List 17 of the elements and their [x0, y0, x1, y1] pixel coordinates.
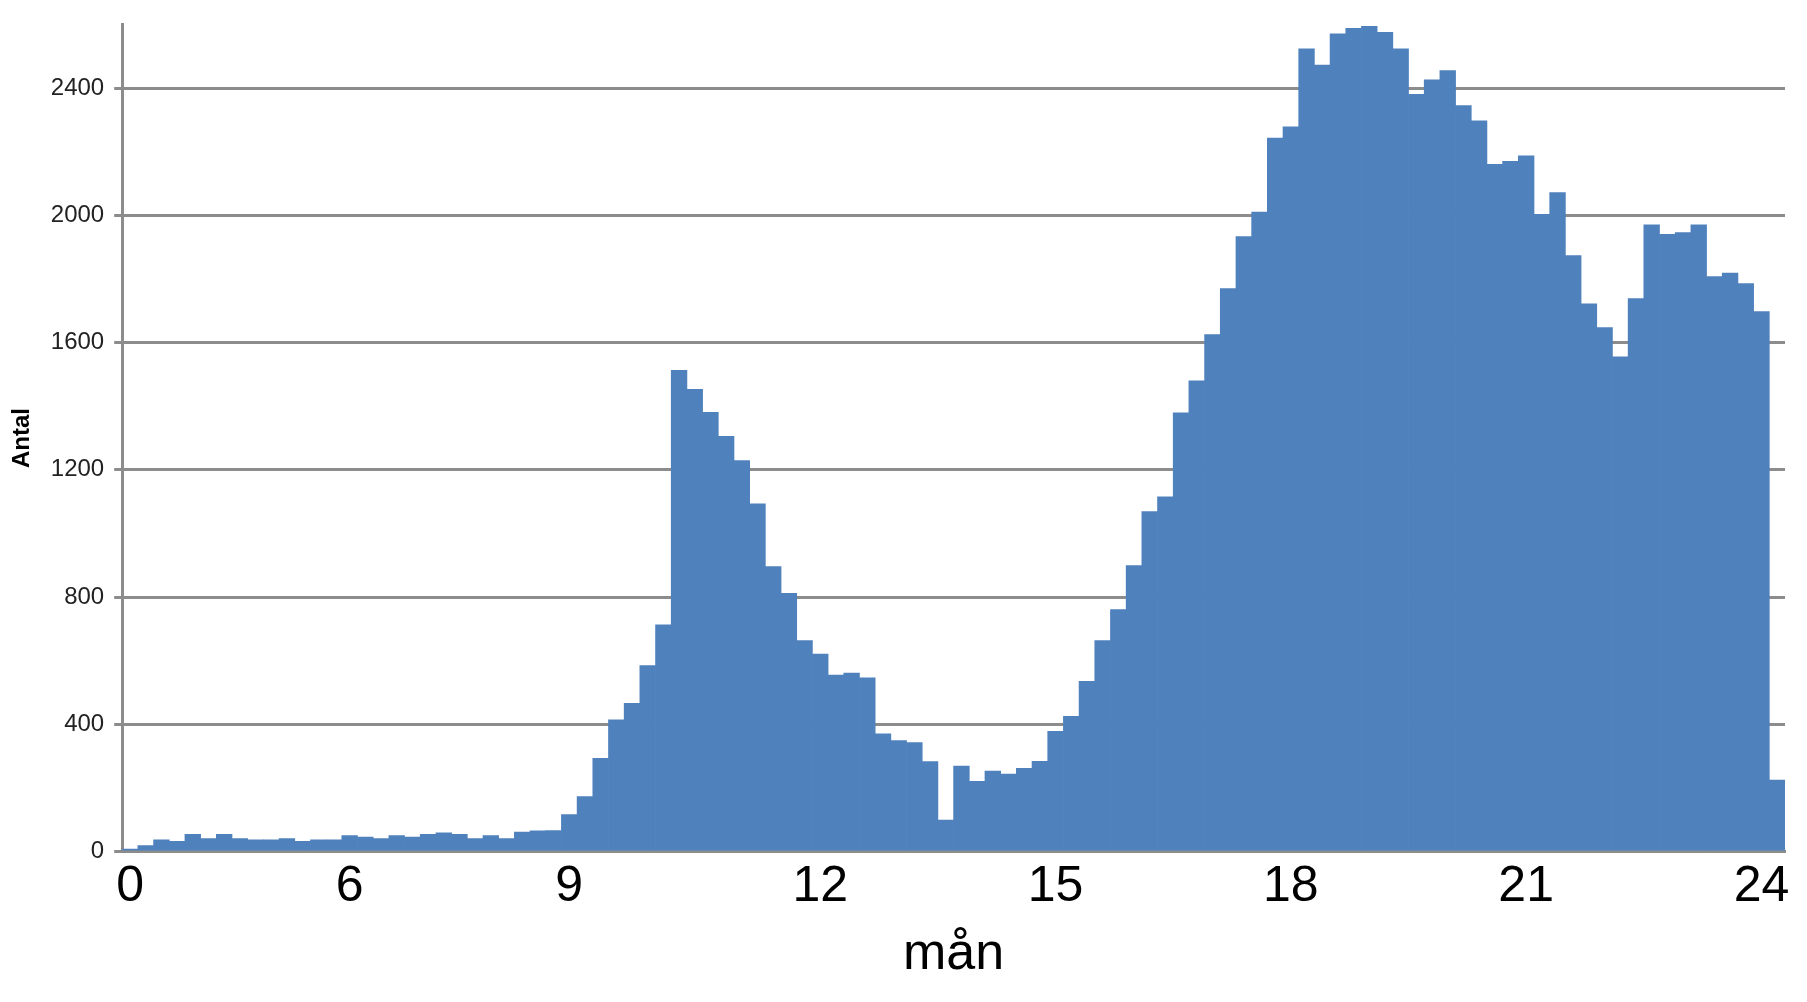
x-tick-label: 18: [1263, 856, 1319, 913]
y-axis-title: Antal: [7, 408, 35, 468]
y-tick-label: 2000: [50, 199, 105, 227]
x-tick-label: 21: [1498, 856, 1554, 913]
x-tick-label: 12: [792, 856, 849, 913]
x-tick-label: 6: [335, 856, 364, 913]
y-tick-label: 0: [90, 836, 105, 864]
y-tick-label: 800: [64, 581, 105, 609]
y-tick-label: 400: [64, 708, 105, 736]
x-tick-label: 9: [555, 856, 584, 913]
x-axis-title: mån: [903, 922, 1005, 981]
y-tick-label: 1200: [50, 454, 105, 482]
y-tick-label: 2400: [50, 72, 105, 100]
y-tick-label: 1600: [50, 327, 105, 355]
x-tick-label: 15: [1027, 856, 1084, 913]
x-tick-label: 0: [116, 856, 144, 913]
x-tick-label: 24: [1733, 856, 1790, 913]
